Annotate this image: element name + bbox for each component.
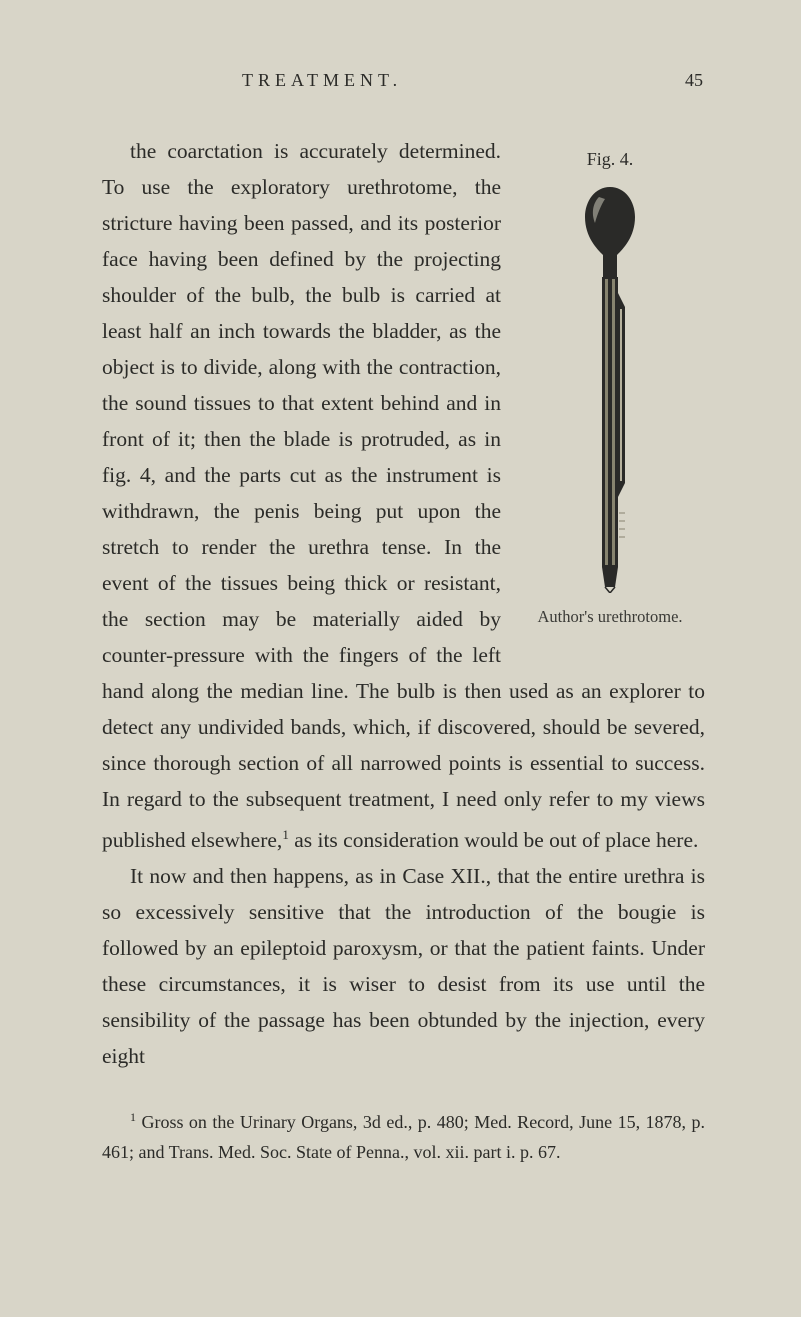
paragraph-2: It now and then happens, as in Case XII.…	[102, 858, 705, 1074]
page: TREATMENT. 45 Fig. 4.	[0, 0, 801, 1317]
footnote-text: Gross on the Urinary Organs, 3d ed., p. …	[102, 1112, 705, 1162]
paragraph-1b: as its consideration would be out of pla…	[289, 828, 699, 852]
running-title: TREATMENT.	[242, 70, 402, 91]
urethrotome-icon	[575, 183, 645, 593]
body-text: Fig. 4.	[102, 133, 705, 1074]
figure-4: Fig. 4.	[515, 139, 705, 635]
figure-label: Fig. 4.	[515, 141, 705, 177]
page-number: 45	[685, 70, 703, 91]
running-head: TREATMENT. 45	[102, 70, 705, 91]
footnotes: 1 Gross on the Urinary Organs, 3d ed., p…	[102, 1102, 705, 1167]
footnote-1: 1 Gross on the Urinary Organs, 3d ed., p…	[102, 1102, 705, 1167]
figure-caption: Author's urethrotome.	[515, 599, 705, 635]
